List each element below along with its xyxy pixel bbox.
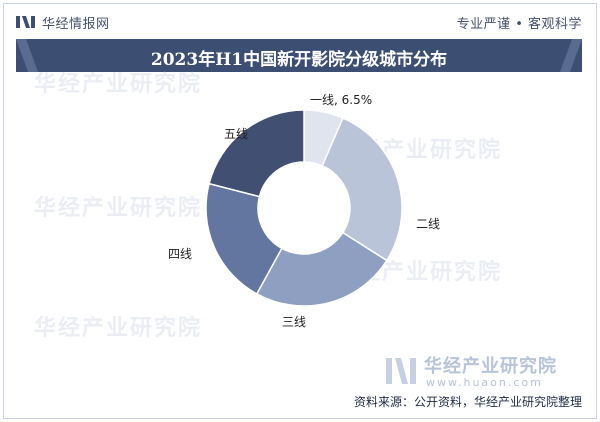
watermark-logo-icon — [386, 358, 416, 384]
watermark-logo-url: www.huaon.com — [426, 376, 543, 389]
chart-title: 2023年H1中国新开影院分级城市分布 — [150, 50, 448, 70]
donut-slice-3 — [255, 231, 388, 307]
watermark-text: 华经产业研究院 — [34, 316, 203, 341]
source-note: 资料来源：公开资料，华经产业研究院整理 — [353, 395, 582, 409]
title-decoration-right — [560, 39, 582, 72]
donut-slice-5 — [208, 109, 305, 198]
slice-label-4: 四线 — [168, 247, 192, 261]
chart-frame: 华经情报网 专业严谨 • 客观科学 2023年H1中国新开影院分级城市分布 华经… — [3, 3, 597, 419]
slice-label-5: 五线 — [224, 127, 248, 141]
title-decoration-left — [16, 39, 38, 72]
logo-icon — [16, 16, 35, 28]
slice-label-3: 三线 — [282, 315, 306, 329]
slice-label-1: 一线, 6.5% — [310, 93, 372, 107]
watermark-text: 华经产业研究院 — [34, 72, 203, 97]
donut-slice-2 — [321, 117, 403, 262]
title-bar: 2023年H1中国新开影院分级城市分布 — [16, 39, 582, 72]
top-bar: 华经情报网 专业严谨 • 客观科学 — [4, 4, 596, 38]
donut-slice-4 — [205, 182, 283, 295]
watermark-text: 华经产业研究院 — [34, 196, 203, 221]
watermark-logo: 华经产业研究院 www.huaon.com — [384, 352, 596, 392]
brand-name: 华经情报网 — [42, 17, 110, 32]
watermark-logo-name: 华经产业研究院 — [424, 356, 557, 377]
slice-label-2: 二线 — [416, 217, 440, 231]
chart-area: 一线, 6.5% 二线三线 四线 五线 — [4, 74, 596, 384]
slogan: 专业严谨 • 客观科学 — [456, 17, 582, 32]
